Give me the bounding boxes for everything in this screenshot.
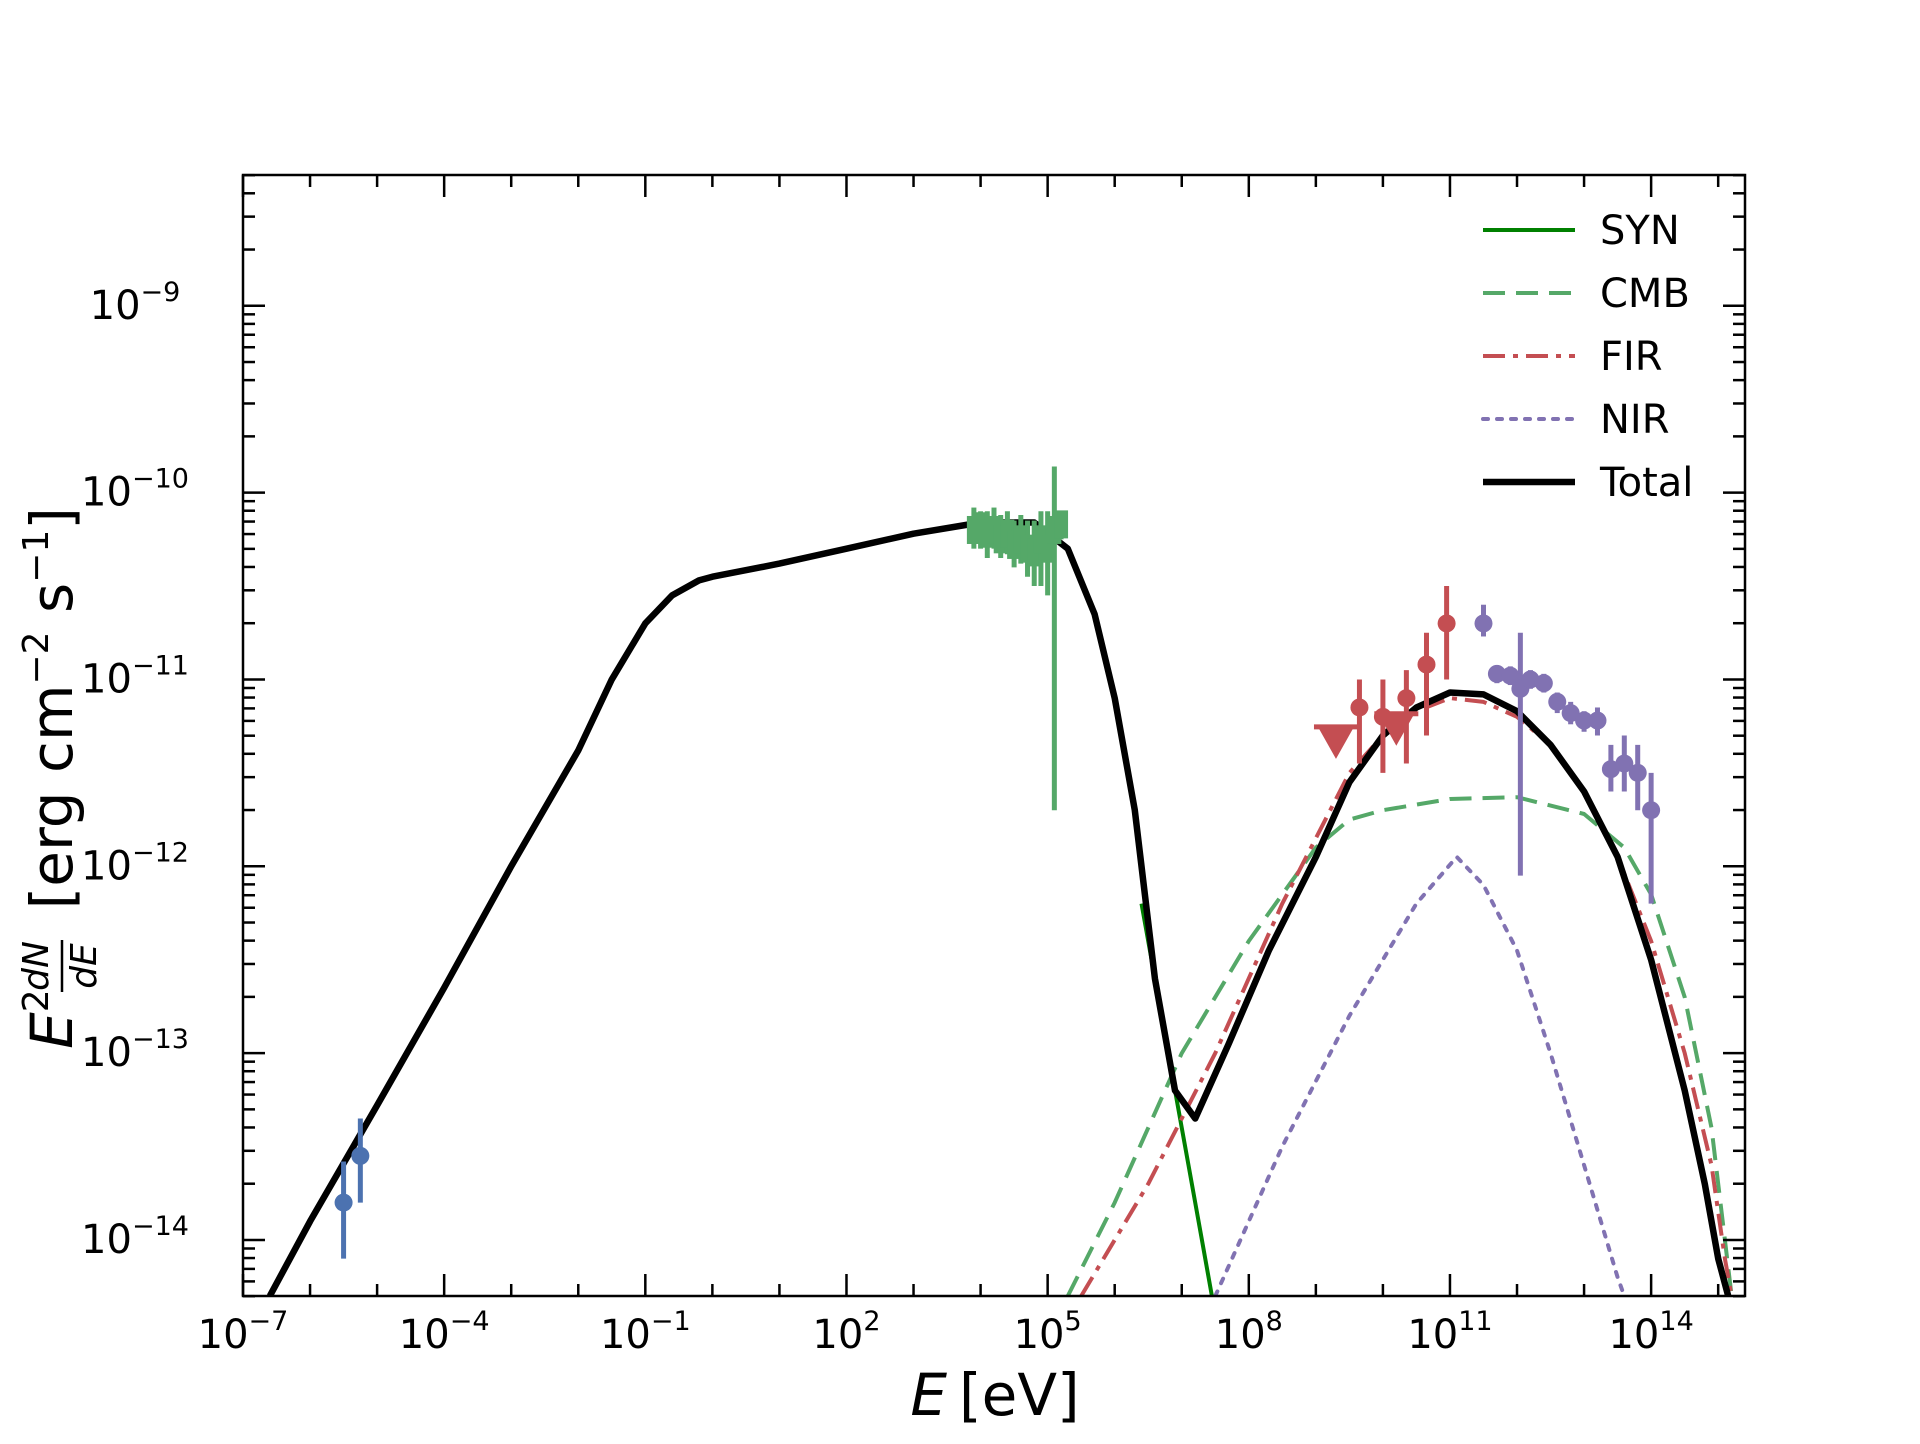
legend-label-syn: SYN (1600, 208, 1680, 254)
x-axis-label: E [eV] (910, 1361, 1079, 1429)
fermi-upper-limit-1 (1378, 713, 1415, 746)
y-axis-label-unit-0: [erg cm (18, 685, 86, 910)
x-tick-label: 102 (812, 1306, 880, 1358)
y-tick-label: 10−13 (81, 1024, 189, 1076)
tick-labels: 10−7 10−4 10−1 102 105 108 1011 1014 10−14 10−13 1… (81, 277, 1694, 1358)
tev-point-0 (1474, 614, 1493, 633)
y-axis-label-denominator: dE (64, 943, 105, 989)
tev-point-13 (1642, 801, 1661, 820)
legend: SYN CMB FIR NIR Total (1481, 208, 1693, 506)
x-ray-point-13 (1054, 510, 1069, 539)
y-axis-label-unit-2: s (18, 583, 86, 632)
fermi-point-2 (1397, 689, 1416, 708)
y-tick-label: 10−9 (90, 277, 181, 329)
y-tick-label: 10−11 (81, 650, 189, 702)
tev-point-7 (1561, 704, 1580, 723)
y-axis-label-unit-4: ] (18, 507, 86, 530)
svg-text:E2[erg cm−2 s−1]: E2 [erg cm−2 s−1] (16, 507, 86, 1049)
tev-point-1 (1487, 664, 1506, 683)
tev-point-9 (1588, 711, 1607, 730)
tev-point-2 (1501, 666, 1520, 685)
fermi-point-4 (1437, 614, 1456, 633)
y-axis-label-numerator: dN (16, 941, 57, 991)
axis-ticks (241, 173, 1745, 1298)
y-axis-label-sup: 2 (16, 989, 57, 1012)
series-total-line (266, 519, 1732, 1296)
series-fir-line (1079, 696, 1734, 1296)
tev-point-12 (1628, 763, 1647, 782)
legend-label-total: Total (1599, 460, 1693, 506)
legend-label-cmb: CMB (1600, 271, 1690, 317)
fermi-upper-limit-0 (1317, 726, 1354, 759)
y-tick-label: 10−14 (81, 1211, 189, 1263)
observation-points (334, 466, 1661, 1259)
y-tick-label: 10−12 (81, 837, 189, 889)
x-tick-label: 1014 (1608, 1306, 1693, 1358)
x-tick-label: 10−1 (600, 1306, 691, 1358)
y-axis-label-var: E (18, 1012, 86, 1049)
tev-point-5 (1534, 674, 1553, 693)
y-axis-label-unit-1: −2 (16, 631, 57, 684)
y-axis-label-unit-3: −1 (16, 530, 57, 583)
series-nir-line (1213, 854, 1627, 1296)
x-tick-label: 10−7 (198, 1306, 289, 1358)
x-tick-label: 105 (1014, 1306, 1082, 1358)
fermi-point-0 (1350, 698, 1369, 717)
fermi-point-3 (1417, 655, 1436, 674)
legend-label-nir: NIR (1600, 397, 1670, 443)
x-axis-label-var: E (910, 1361, 947, 1429)
tev-point-6 (1548, 692, 1567, 711)
x-tick-label: 108 (1215, 1306, 1283, 1358)
y-axis-label: E2 [erg cm−2 s−1] dN dE (16, 507, 105, 1049)
y-tick-label: 10−10 (81, 464, 189, 516)
x-tick-label: 1011 (1407, 1306, 1492, 1358)
legend-label-fir: FIR (1600, 334, 1663, 380)
x-tick-label: 10−4 (399, 1306, 490, 1358)
tev-point-11 (1615, 754, 1634, 773)
radio-point-1 (351, 1146, 370, 1165)
x-axis-label-unit: [eV] (959, 1361, 1080, 1429)
series-cmb-line (1066, 795, 1734, 1296)
model-curves (266, 519, 1734, 1296)
tev-point-8 (1575, 711, 1594, 730)
y-axis-label-fraction: dN dE (16, 940, 105, 992)
radio-point-0 (334, 1193, 353, 1212)
